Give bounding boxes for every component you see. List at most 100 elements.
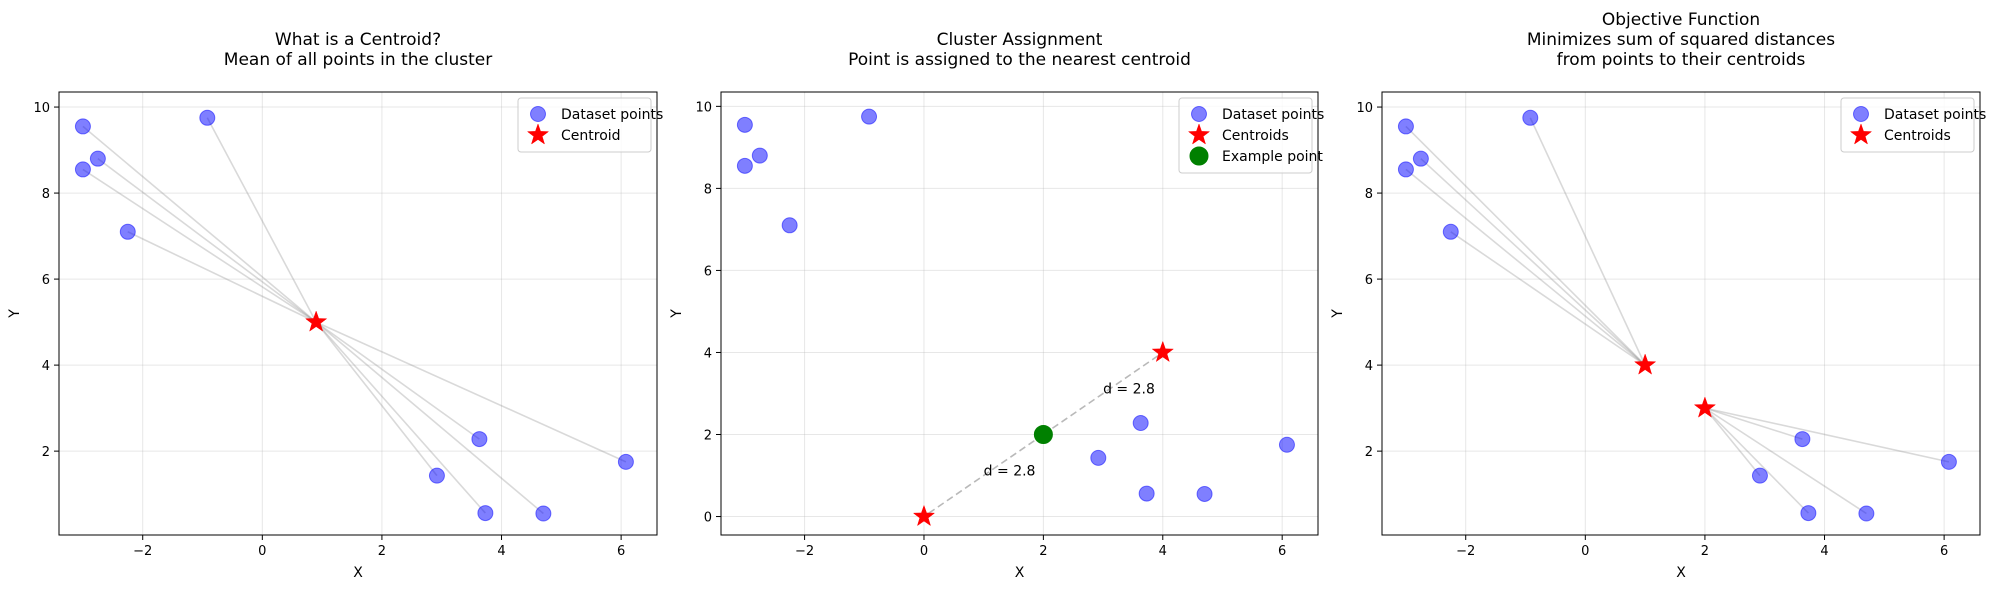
legend-box <box>517 97 652 153</box>
y-tick-label: 10 <box>1356 101 1373 116</box>
connector-line <box>1704 407 1809 514</box>
x-axis-label: X <box>353 565 363 581</box>
legend-label: Centroid <box>561 128 621 144</box>
legend: Dataset points Centroids <box>1840 97 1986 153</box>
chart-title-line: Objective Function <box>1602 10 1760 30</box>
connector-line <box>206 117 317 323</box>
x-axis-label: X <box>1676 565 1686 581</box>
plot-frame <box>1381 91 1981 536</box>
dataset-points-marker <box>751 147 768 164</box>
legend-marker <box>526 123 550 145</box>
chart-panel-1: What is a Centroid?Mean of all points in… <box>7 30 663 581</box>
y-tick-label: 4 <box>1365 359 1373 374</box>
connector-line <box>82 168 317 323</box>
centroid-marker <box>304 310 328 332</box>
x-tick-label: 4 <box>497 544 505 559</box>
y-tick-label: 10 <box>695 100 712 115</box>
centroids-marker <box>1151 340 1174 363</box>
dataset-points-marker <box>477 505 494 522</box>
dataset-points-marker <box>617 453 634 470</box>
connector-line <box>1529 117 1646 366</box>
centroids-marker <box>1693 396 1717 418</box>
legend: Dataset points Centroid <box>517 97 663 153</box>
y-tick-label: 8 <box>42 187 50 202</box>
chart-title-line: from points to their centroids <box>1557 50 1806 70</box>
dataset-points-marker <box>1397 161 1414 178</box>
connector-line <box>97 158 317 323</box>
dataset-points-marker <box>781 217 798 234</box>
legend-marker <box>1849 123 1873 145</box>
y-tick-label: 10 <box>33 101 50 116</box>
distance-annotation: d = 2.8 <box>984 464 1036 480</box>
x-tick-label: 6 <box>1940 544 1948 559</box>
legend-marker <box>1187 123 1211 145</box>
legend-marker <box>1191 106 1207 122</box>
legend-marker <box>1853 106 1869 122</box>
y-tick-label: 0 <box>704 511 712 526</box>
connector-line <box>1704 407 1803 440</box>
dataset-points-marker <box>1278 436 1295 453</box>
legend-label: Dataset points <box>1222 107 1324 123</box>
y-tick-label: 4 <box>704 346 712 361</box>
dataset-points-marker <box>89 150 106 167</box>
legend-label: Centroids <box>1222 128 1289 144</box>
connector-line <box>315 321 544 515</box>
distance-line <box>923 433 1044 518</box>
legend-box <box>1840 97 1975 153</box>
y-tick-label: 2 <box>1365 445 1373 460</box>
connector-line <box>1704 407 1761 477</box>
dataset-points-marker <box>1794 431 1811 448</box>
connector-line <box>1450 231 1646 366</box>
dataset-points-marker <box>1412 150 1429 167</box>
dataset-points-marker <box>119 223 136 240</box>
dataset-points-marker <box>1522 109 1539 126</box>
connector-line <box>315 321 486 514</box>
legend-label: Centroids <box>1884 128 1951 144</box>
legend-label: Example point <box>1222 149 1323 165</box>
dataset-points-marker <box>74 118 91 135</box>
y-tick-label: 8 <box>1365 187 1373 202</box>
x-tick-label: 6 <box>1278 544 1286 559</box>
connector-line <box>315 321 627 463</box>
dataset-points-marker <box>1858 505 1875 522</box>
connector-line <box>82 125 317 323</box>
dataset-points-marker <box>861 108 878 125</box>
y-axis-label: Y <box>1330 309 1346 319</box>
chart-title-line: Cluster Assignment <box>937 30 1103 50</box>
centroids-marker <box>912 504 936 527</box>
dataset-points-marker <box>1940 453 1957 470</box>
connector-line <box>1704 407 1867 515</box>
chart-title-line: Minimizes sum of squared distances <box>1527 30 1835 50</box>
chart-title-line: Mean of all points in the cluster <box>224 50 492 70</box>
plot-frame <box>720 91 1319 536</box>
y-tick-label: 6 <box>1365 273 1373 288</box>
x-tick-label: 4 <box>1159 544 1167 559</box>
x-tick-label: 2 <box>1039 544 1047 559</box>
x-tick-label: −2 <box>133 544 152 559</box>
legend-marker <box>530 106 546 122</box>
x-tick-label: 4 <box>1820 544 1828 559</box>
plot-frame <box>58 91 658 536</box>
dataset-points-marker <box>1090 449 1107 466</box>
y-axis-label: Y <box>669 309 685 319</box>
x-tick-label: −2 <box>1456 544 1475 559</box>
legend: Dataset points Centroids Example point <box>1178 97 1324 174</box>
chart-title-line: Point is assigned to the nearest centroi… <box>848 50 1191 70</box>
legend-box <box>1178 97 1313 174</box>
chart-title-line: What is a Centroid? <box>275 30 441 50</box>
x-tick-label: 2 <box>378 544 386 559</box>
x-tick-label: −2 <box>795 544 814 559</box>
dataset-points-marker <box>1138 485 1155 502</box>
dataset-points-marker <box>1132 415 1149 432</box>
dataset-points-marker <box>1442 223 1459 240</box>
connector-line <box>315 321 438 477</box>
y-tick-label: 4 <box>42 359 50 374</box>
connector-line <box>127 231 317 323</box>
dataset-points-marker <box>74 161 91 178</box>
dataset-points-marker <box>1800 505 1817 522</box>
y-axis-label: Y <box>7 309 23 319</box>
connector-line <box>1420 158 1646 366</box>
